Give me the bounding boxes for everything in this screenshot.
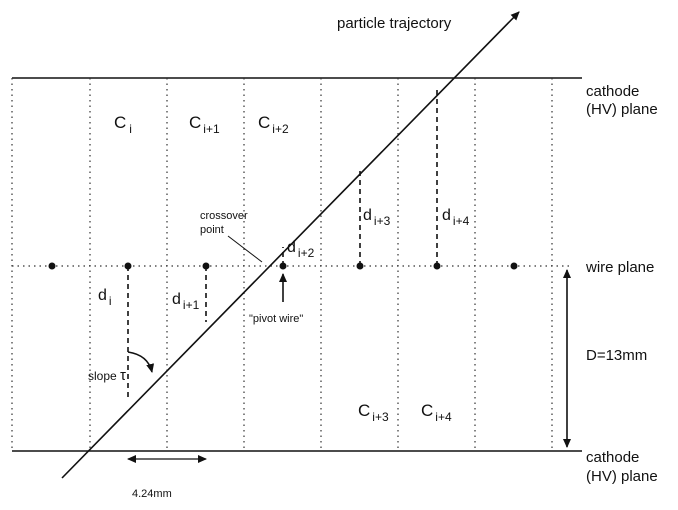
distance-base: d — [287, 239, 296, 256]
gap-label: D=13mm — [586, 347, 647, 364]
wire — [48, 262, 56, 270]
distance-sub: i+2 — [298, 246, 315, 260]
distance-sub: i+4 — [453, 214, 470, 228]
cell-base: C — [421, 401, 433, 420]
wire — [510, 262, 518, 270]
plane-label: wire plane — [585, 259, 654, 276]
cell-sub: i+1 — [203, 122, 220, 136]
distance-base: d — [98, 287, 107, 304]
plane-label: (HV) plane — [586, 468, 658, 485]
trajectory — [61, 11, 520, 479]
drift-distances — [127, 90, 438, 400]
title: particle trajectory — [337, 15, 452, 32]
cell-base: C — [114, 113, 126, 132]
plane-label: (HV) plane — [586, 101, 658, 118]
cell-sub: i+2 — [272, 122, 289, 136]
distance-label: d i+1 — [172, 291, 200, 312]
crossover-label: crossover — [200, 210, 248, 222]
distance-sub: i — [109, 294, 112, 308]
chamber — [11, 77, 582, 452]
slope-label: slope — [88, 369, 117, 383]
plane-label: cathode — [586, 83, 639, 100]
slope-arc — [127, 351, 155, 373]
distance-label: d i+3 — [363, 207, 391, 228]
pitch-label: 4.24mm — [132, 488, 172, 500]
distance-base: d — [363, 207, 372, 224]
distance-sub: i+3 — [374, 214, 391, 228]
crossover-pointer — [227, 235, 263, 263]
cell-sub: i — [129, 122, 132, 136]
distance-label: d i+2 — [287, 239, 315, 260]
cell-base: C — [189, 113, 201, 132]
cell-base: C — [358, 401, 370, 420]
cell-base: C — [258, 113, 270, 132]
plane-label: cathode — [586, 449, 639, 466]
pivot-label: "pivot wire" — [249, 313, 303, 325]
distance-sub: i+1 — [183, 298, 200, 312]
crossover-label: point — [200, 224, 224, 236]
cell-sub: i+4 — [435, 410, 452, 424]
distance-label: d i+4 — [442, 207, 470, 228]
distance-base: d — [442, 207, 451, 224]
cell-sub: i+3 — [372, 410, 389, 424]
distance-base: d — [172, 291, 181, 308]
tau-label: τ — [120, 367, 126, 384]
